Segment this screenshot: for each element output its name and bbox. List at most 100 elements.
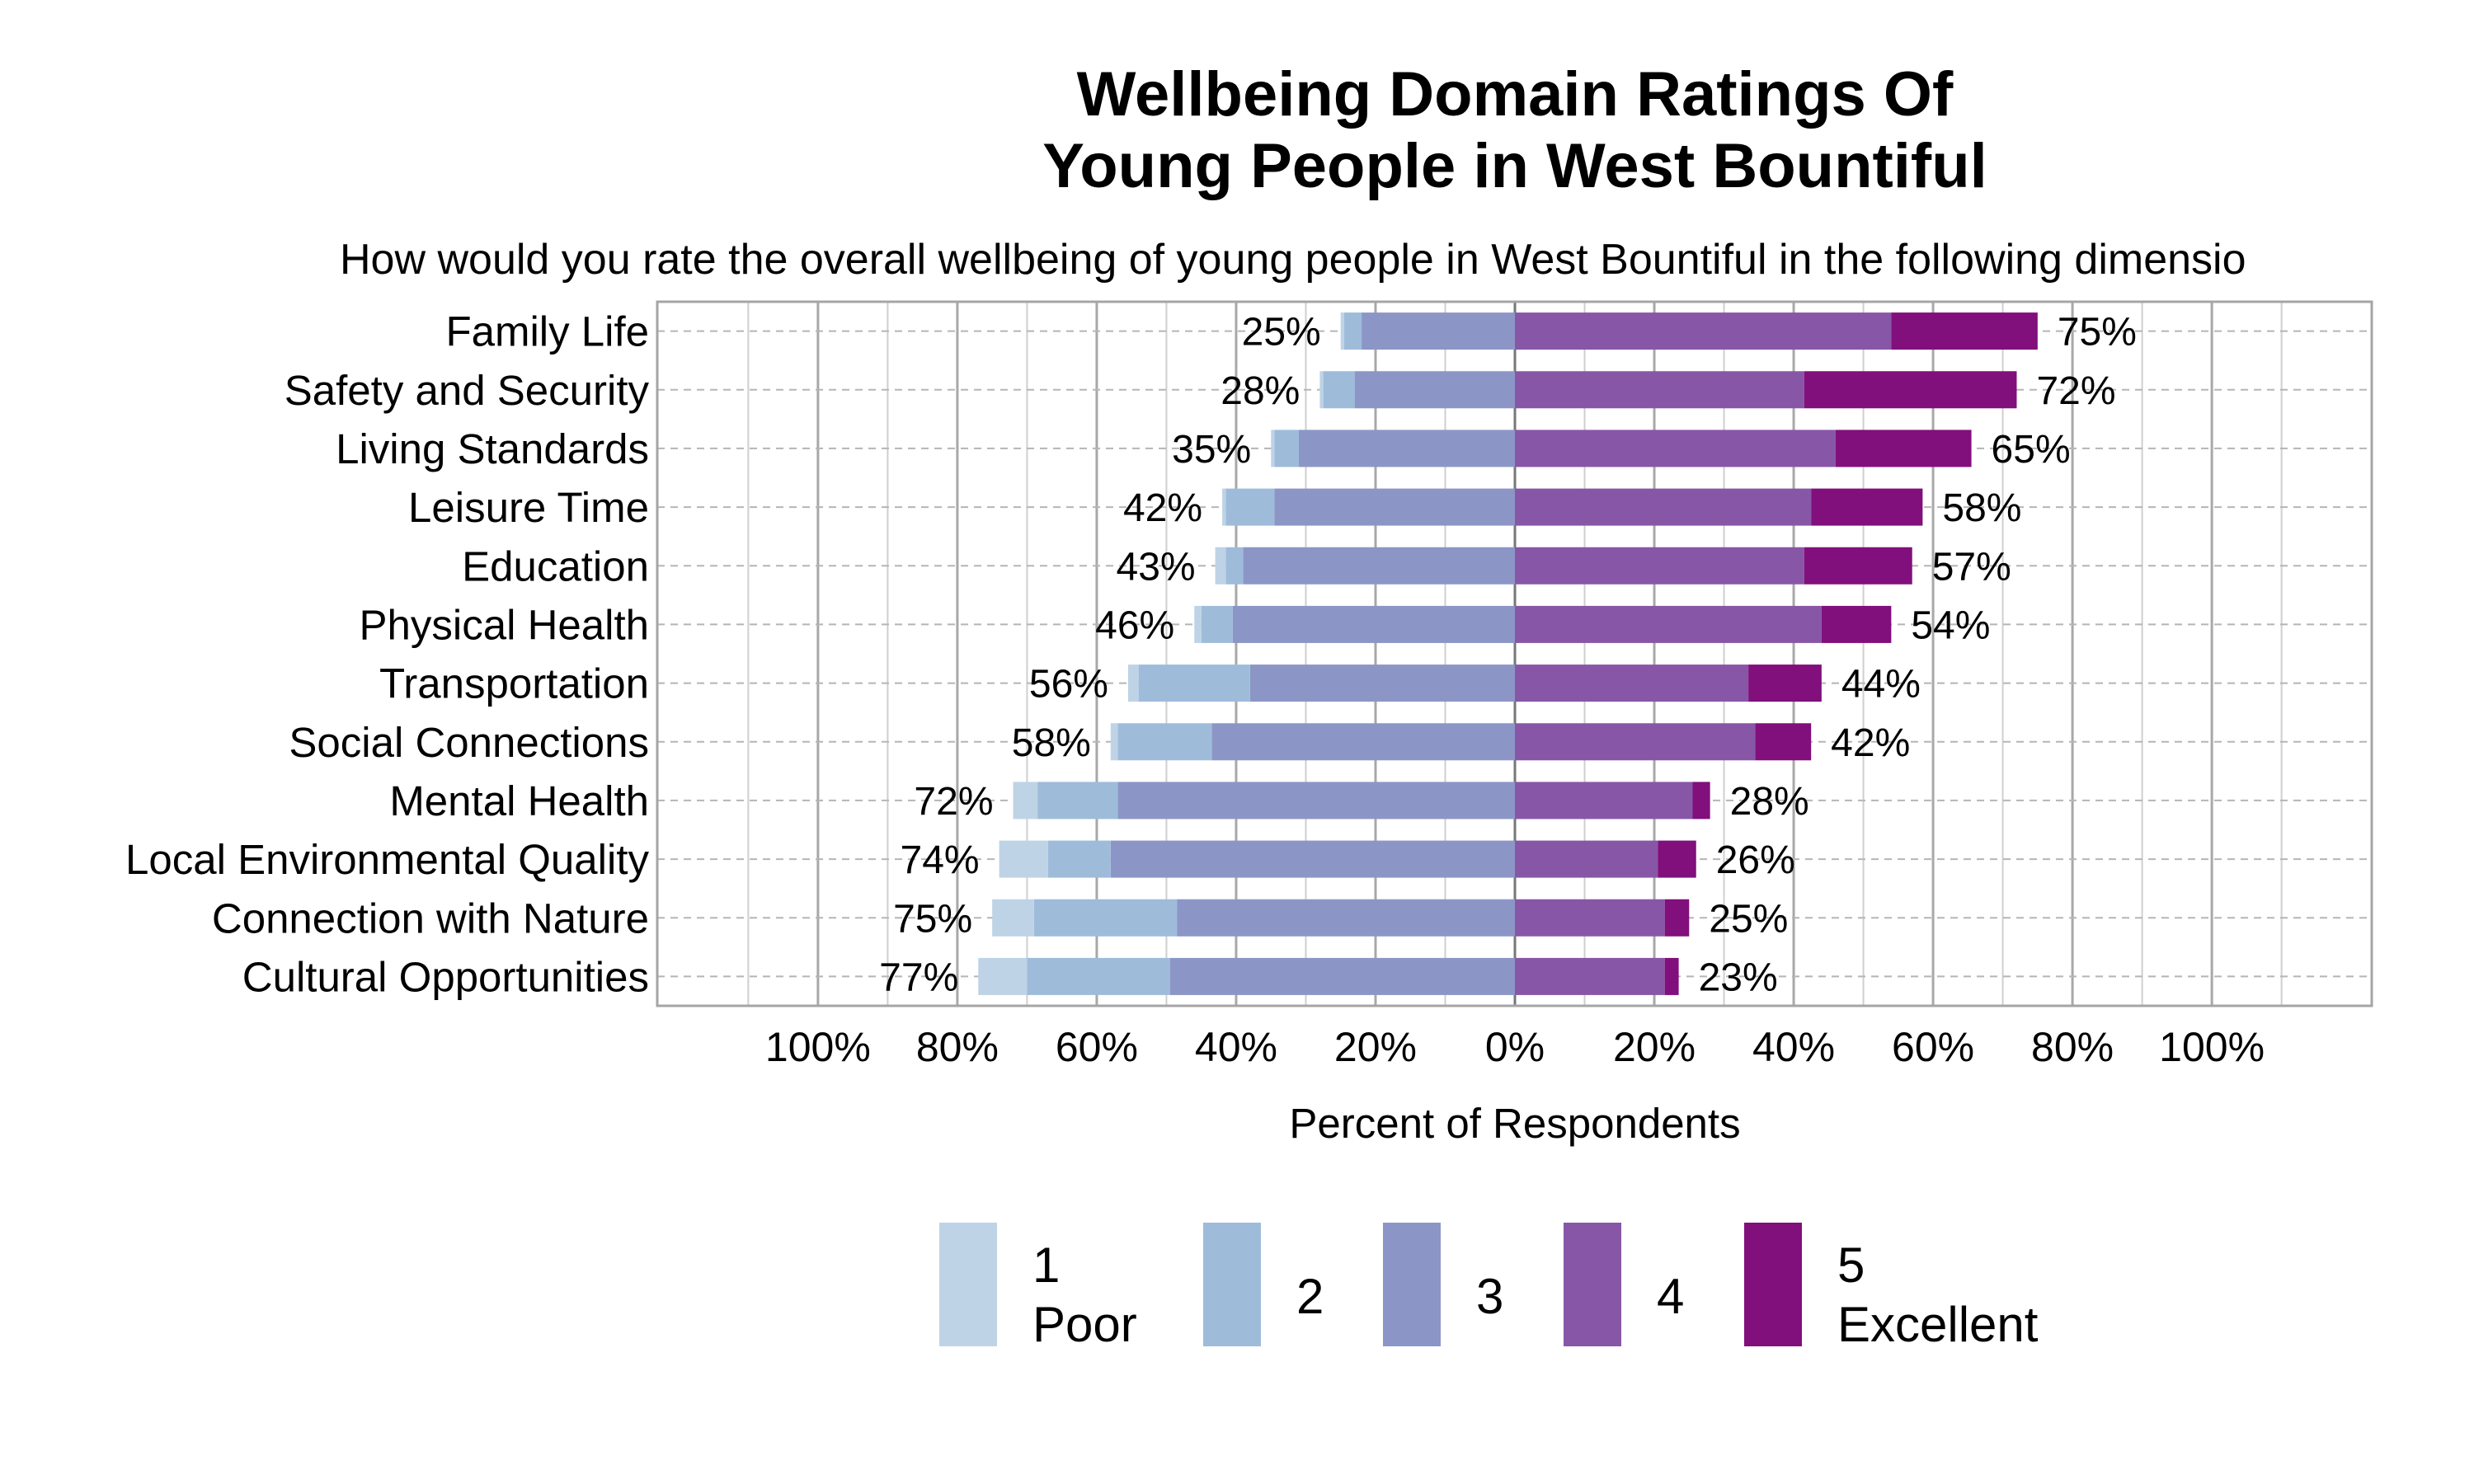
bar-segment [1201,605,1233,643]
labels-layer: 25% 75% 28% 72% 35% 65% 42% 58% 43% 57% 46% 54% 56% 4… [879,311,2137,1000]
positive-total-label: 65% [1992,428,2071,472]
bar-segment [1891,312,2038,350]
bar-segment [1232,605,1515,643]
x-tick-label: 40% [1752,1024,1835,1070]
positive-total-label: 57% [1932,545,2011,589]
positive-total-label: 44% [1841,663,1921,707]
bar-segment [1515,782,1693,819]
bar-segment [1033,899,1178,937]
bar-segment [1013,782,1038,819]
negative-total-label: 58% [1012,721,1091,765]
negative-total-label: 28% [1221,369,1300,413]
negative-total-label: 74% [901,838,980,882]
negative-total-label: 75% [893,897,972,941]
bar-segment [1117,782,1515,819]
bar-segment [1515,371,1804,409]
x-tick-label: 40% [1195,1024,1277,1070]
category-label: Living Standards [336,425,649,472]
bar-segment [1110,840,1515,878]
bar-segment [1037,782,1118,819]
bar-segment [1225,488,1275,526]
category-label: Safety and Security [285,367,650,414]
negative-total-label: 72% [914,780,993,824]
bar-segment [1515,605,1822,643]
legend-label: Excellent [1837,1297,2039,1352]
bar-segment [1515,840,1658,878]
bar-segment [1215,547,1226,585]
bar-segment [1664,957,1679,995]
bar-segment [1274,488,1515,526]
x-tick-label: 20% [1334,1024,1417,1070]
bar-segment [1299,430,1515,467]
negative-total-label: 77% [879,956,958,999]
legend-label: 3 [1476,1269,1503,1324]
bar-segment [1692,782,1710,819]
category-label: Physical Health [360,601,650,648]
bar-segment [1169,957,1515,995]
bar-segment [1515,723,1756,761]
bar-segment [1211,723,1515,761]
grid-layer [657,302,2372,1006]
bar-segment [1658,840,1696,878]
chart-subtitle: How would you rate the overall wellbeing… [340,236,2246,284]
positive-total-label: 75% [2058,311,2137,355]
bar-segment [1127,665,1139,702]
negative-total-label: 35% [1172,428,1251,472]
category-label: Leisure Time [408,484,649,531]
positive-total-label: 26% [1716,838,1795,882]
negative-total-label: 25% [1242,311,1321,355]
bar-segment [1748,665,1822,702]
legend-label: 5 [1837,1237,1865,1293]
x-tick-label: 20% [1613,1024,1696,1070]
bar-segment [1047,840,1111,878]
bar-segment [1515,665,1749,702]
bar-segment [1117,723,1212,761]
bar-segment [1249,665,1515,702]
positive-total-label: 23% [1699,956,1778,999]
bar-segment [1343,312,1362,350]
bar-segment [1362,312,1515,350]
x-tick-label: 80% [916,1024,999,1070]
category-label: Social Connections [289,719,649,766]
plot-border [656,300,2373,1007]
bar-segment [1354,371,1515,409]
x-axis-label: Percent of Respondents [1289,1100,1740,1147]
bar-segment [1515,547,1804,585]
bar-segment [1515,957,1665,995]
category-label: Education [462,542,649,589]
category-label: Cultural Opportunities [242,953,649,1000]
bar-segment [1804,371,2017,409]
chart-title-line-1: Wellbeing Domain Ratings Of [1077,59,1954,129]
category-label: Mental Health [389,777,649,824]
bar-segment [1515,430,1836,467]
x-tick-label: 100% [765,1024,871,1070]
x-tick-label: 60% [1892,1024,1974,1070]
bar-segment [1177,899,1515,937]
bar-segment [1323,371,1355,409]
bar-segment [1222,488,1226,526]
bar-segment [1027,957,1170,995]
chart-title-line-2: Young People in West Bountiful [1042,131,1987,201]
bar-segment [1811,488,1923,526]
positive-total-label: 25% [1709,897,1788,941]
category-label: Local Environmental Quality [125,836,649,883]
legend-swatch [1564,1223,1621,1346]
positive-total-label: 54% [1911,603,1990,647]
bar-segment [1821,605,1892,643]
bar-segment [1243,547,1515,585]
negative-total-label: 42% [1123,486,1202,530]
legend-label: 2 [1296,1269,1324,1324]
bar-segment [1804,547,1912,585]
legend-label: 1 [1032,1237,1060,1293]
bar-segment [1515,488,1812,526]
negative-total-label: 43% [1117,545,1196,589]
bars-layer [978,312,2038,995]
category-label: Connection with Nature [212,895,649,942]
bar-segment [999,840,1048,878]
bar-segment [1340,312,1344,350]
bar-segment [1194,605,1202,643]
bar-segment [1664,899,1690,937]
axis-layer: Family Life Safety and Security Living Sta… [125,300,2373,1070]
